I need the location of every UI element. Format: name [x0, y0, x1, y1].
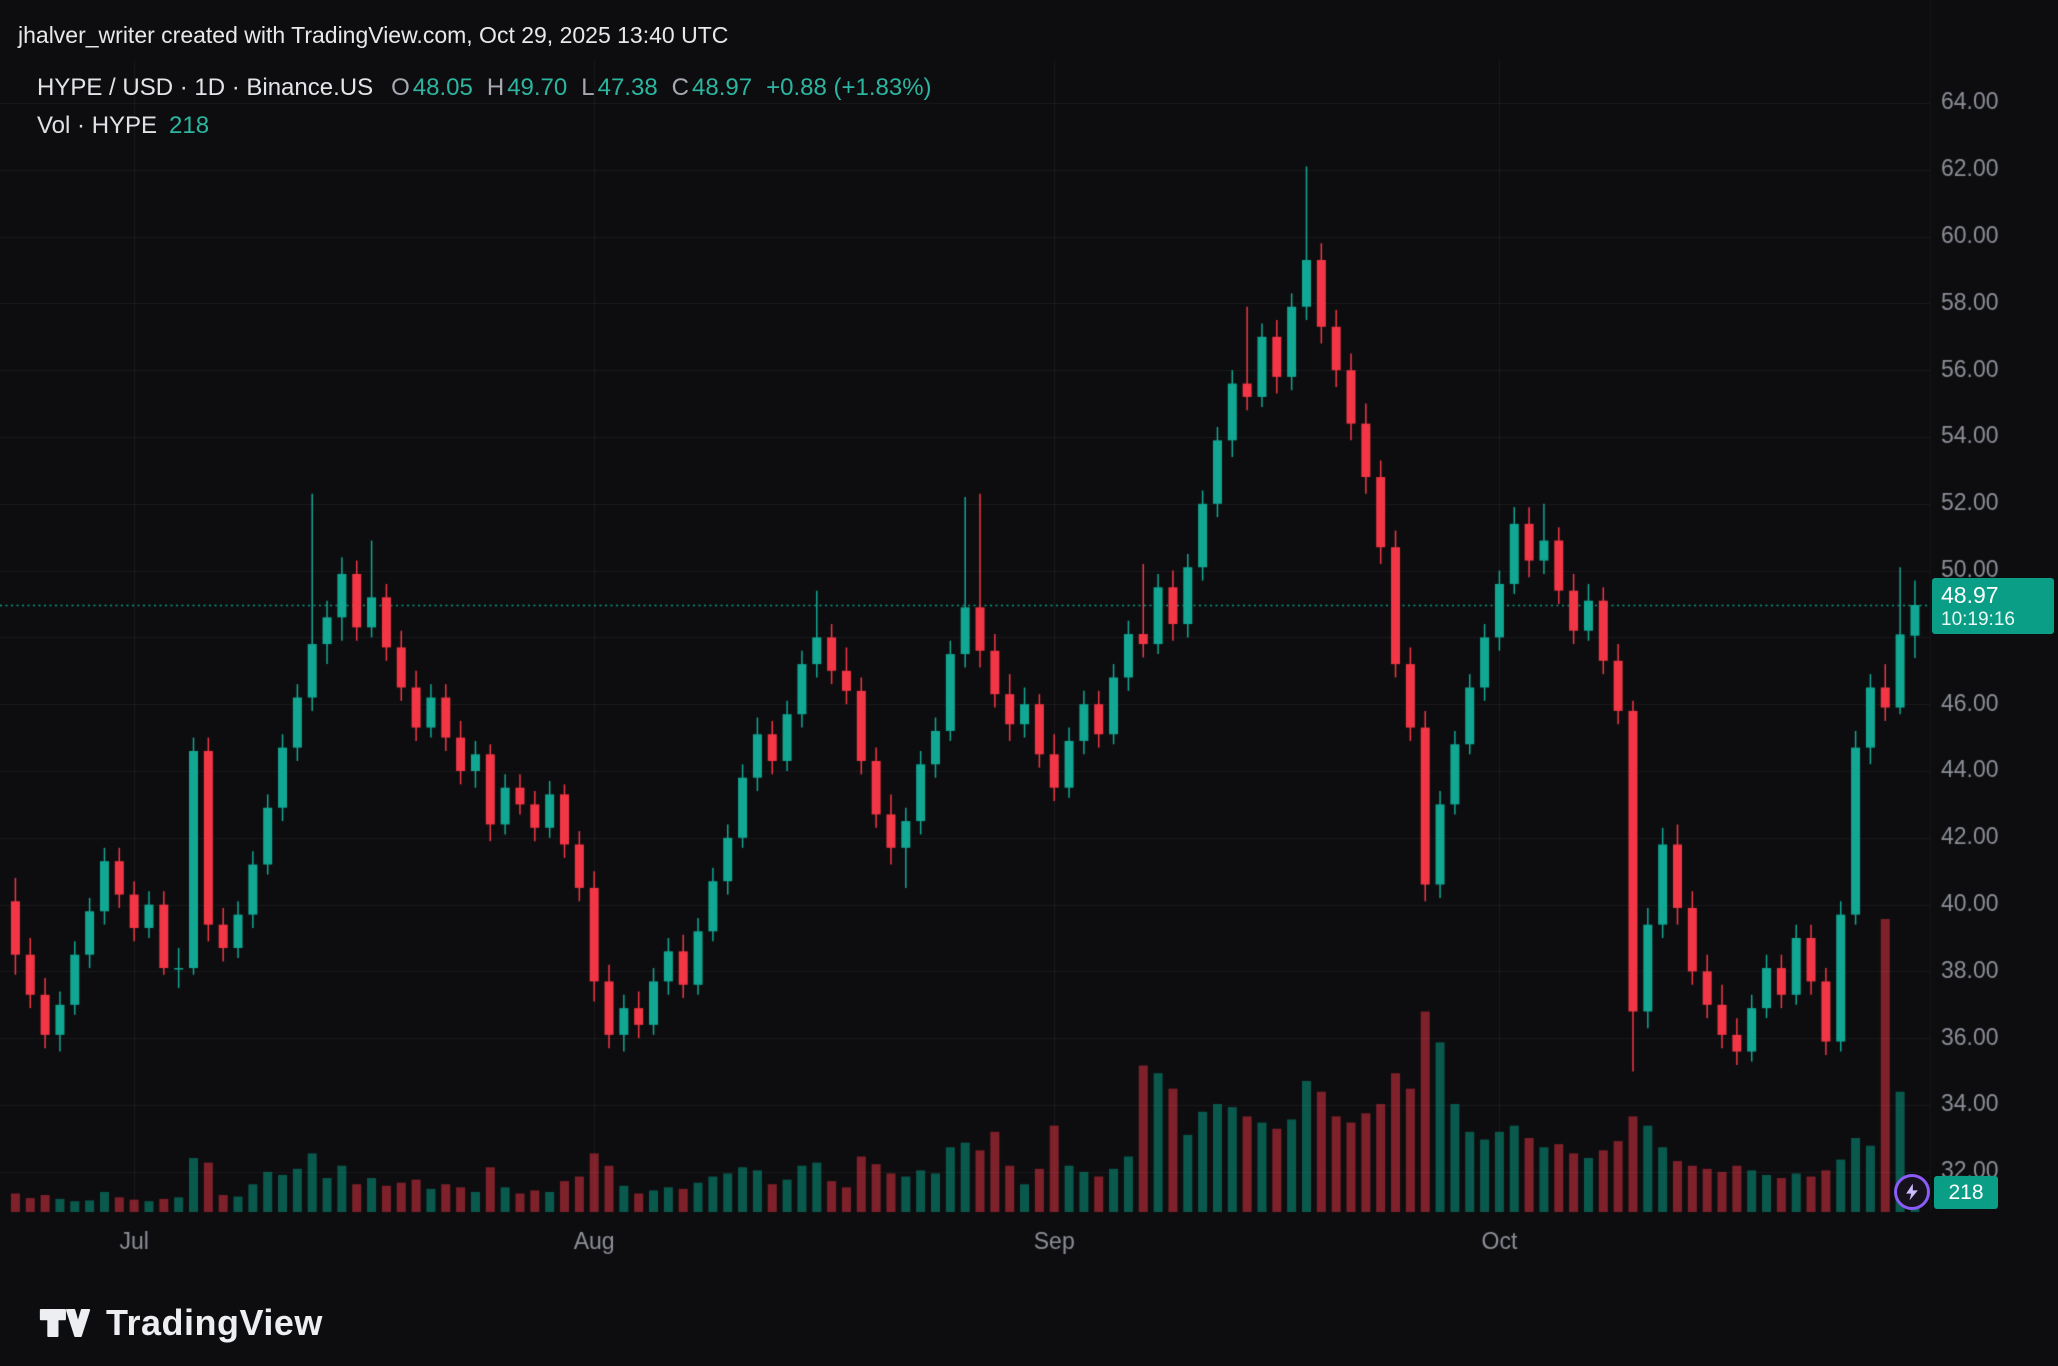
low-label: L — [581, 74, 595, 101]
bar-countdown: 10:19:16 — [1941, 609, 2015, 630]
open-value: 48.05 — [412, 74, 473, 101]
low-value: 47.38 — [597, 74, 658, 101]
volume-badge: 218 — [1934, 1176, 1998, 1209]
lightning-icon[interactable] — [1894, 1174, 1930, 1210]
tradingview-logomark — [39, 1309, 91, 1337]
close-label: C — [671, 74, 690, 101]
change-value: +0.88 (+1.83%) — [766, 74, 932, 101]
tradingview-wordmark: TradingView — [106, 1302, 323, 1343]
volume-label: Vol · HYPE — [37, 112, 158, 139]
chart-legend: HYPE / USD · 1D · Binance.US O 48.05 H 4… — [37, 74, 932, 150]
last-price: 48.97 — [1941, 582, 1999, 608]
symbol-title[interactable]: HYPE / USD · 1D · Binance.US — [37, 74, 374, 101]
candlestick-chart-canvas[interactable] — [0, 0, 2058, 1270]
close-value: 48.97 — [692, 74, 753, 101]
last-price-badge: 48.97 10:19:16 — [1932, 578, 2054, 634]
lightning-bolt-glyph — [1906, 1183, 1918, 1201]
attribution-text: jhalver_writer created with TradingView.… — [18, 22, 729, 48]
volume-value: 218 — [169, 112, 210, 139]
open-label: O — [391, 74, 410, 101]
volume-legend-row: Vol · HYPE 218 — [37, 112, 932, 150]
high-value: 49.70 — [507, 74, 568, 101]
high-label: H — [486, 74, 505, 101]
tradingview-logo[interactable]: TradingView — [38, 1302, 323, 1344]
symbol-legend-row: HYPE / USD · 1D · Binance.US O 48.05 H 4… — [37, 74, 932, 112]
